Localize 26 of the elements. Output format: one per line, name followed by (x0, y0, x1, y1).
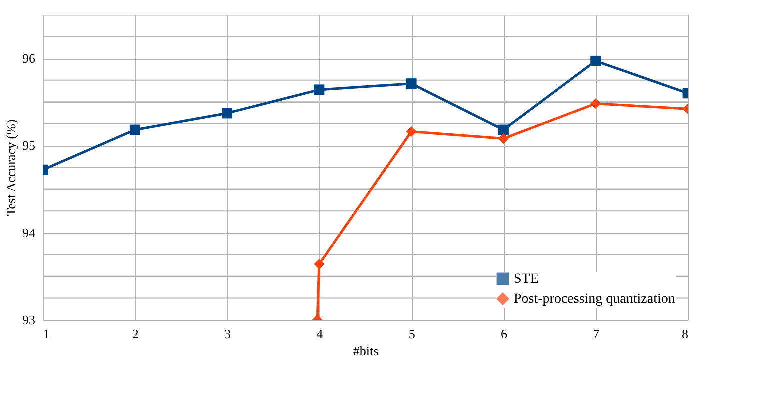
point (498, 124, 509, 136)
point (130, 124, 140, 136)
x-tick-label: 2 (132, 326, 139, 342)
point (498, 134, 509, 144)
x-tick-label: 8 (682, 326, 688, 342)
legend-label: Post-processing quantization (514, 292, 676, 307)
y-axis-title: Test Accuracy (%) (4, 120, 18, 216)
legend-label: STE (514, 272, 539, 287)
x-axis-title: #bits (353, 344, 379, 358)
x-tick-label: 4 (316, 326, 324, 342)
point (314, 84, 325, 96)
y-tick-label: 95 (22, 138, 36, 154)
point (406, 78, 417, 90)
y-tick-label: 94 (22, 225, 36, 240)
x-tick-label: 3 (224, 326, 232, 342)
y-tick-label: 96 (22, 51, 36, 66)
point (406, 126, 417, 138)
x-tick-label: 1 (44, 326, 50, 342)
point (590, 98, 602, 110)
x-tick-label: 6 (500, 326, 508, 342)
point (590, 56, 602, 66)
point (222, 108, 233, 119)
point (314, 258, 325, 270)
y-tick-label: 93 (22, 312, 36, 328)
x-tick-label: 7 (593, 326, 600, 342)
x-tick-label: 5 (408, 326, 416, 342)
